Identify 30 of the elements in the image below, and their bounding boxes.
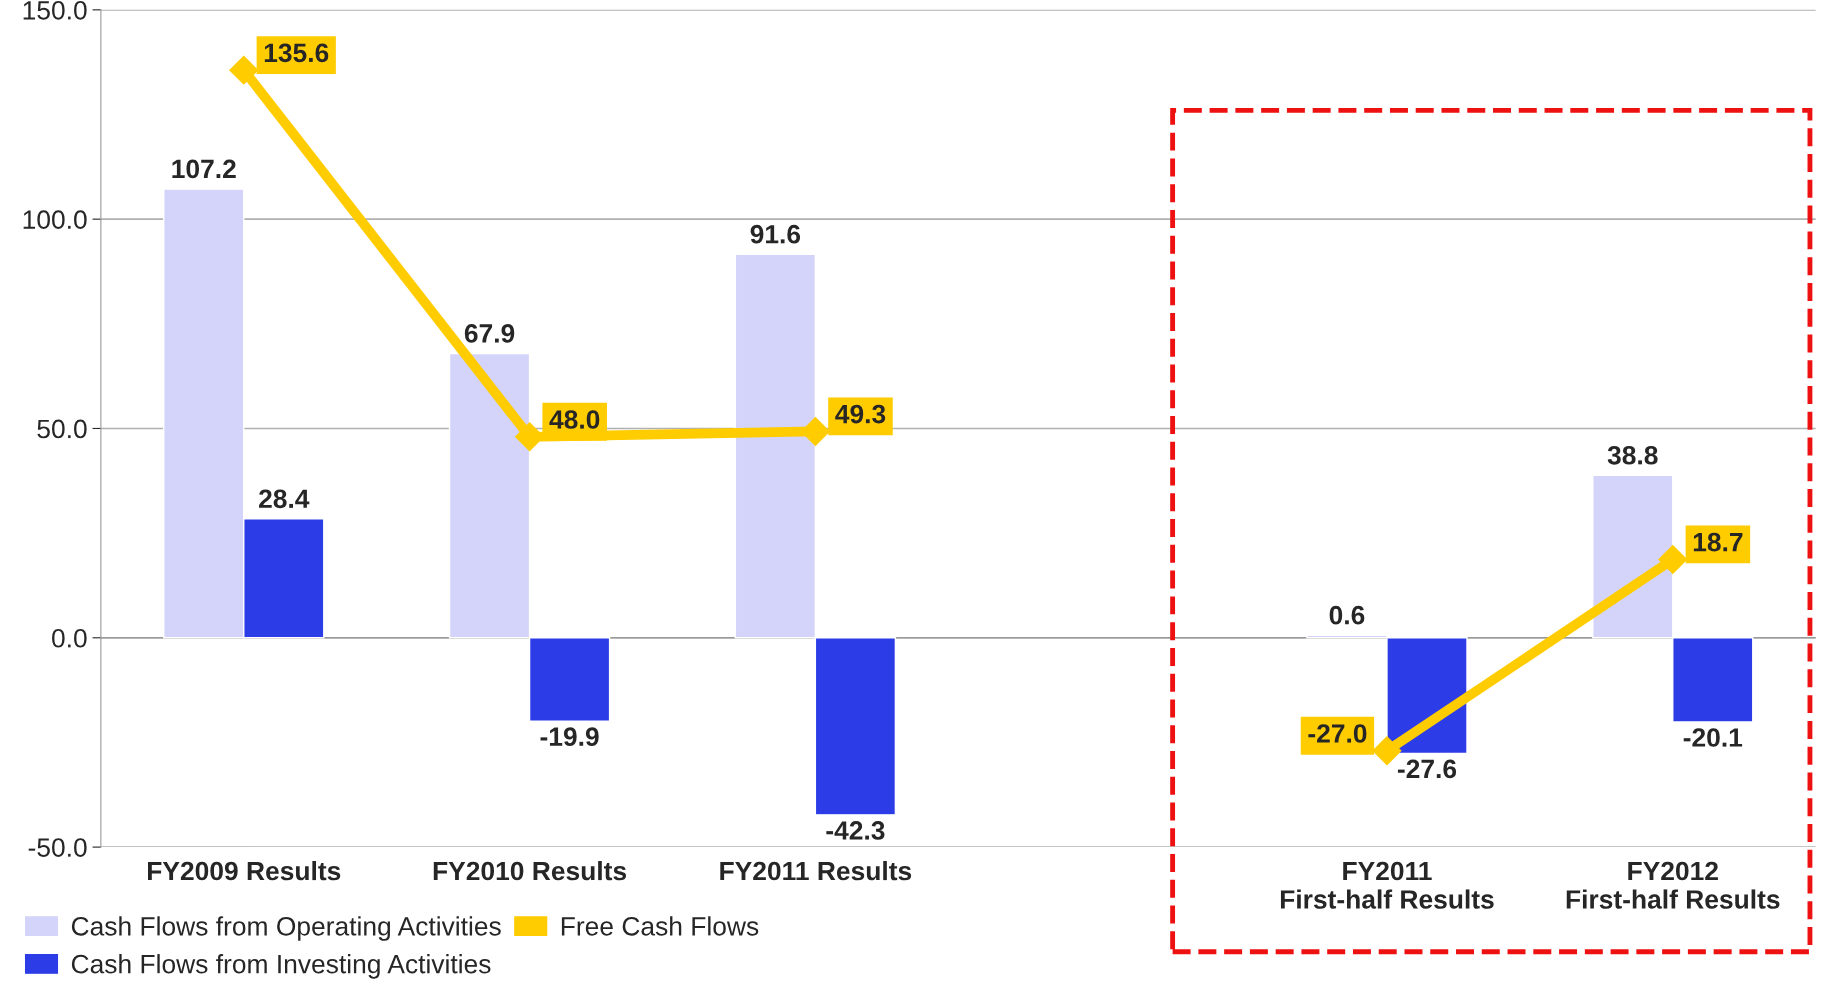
data-label: 49.3 [835, 404, 886, 424]
y-tick-label: 100.0 [23, 210, 87, 229]
y-tick-label: 150.0 [23, 0, 87, 20]
x-tick-label: FY2011 First-half Results [1280, 861, 1494, 909]
legend-label: Cash Flows from Operating Activities [71, 916, 501, 941]
data-label: -27.0 [1308, 724, 1367, 743]
data-label: -42.3 [826, 821, 885, 840]
data-label: -20.1 [1683, 728, 1743, 747]
data-label: 67.9 [464, 324, 515, 343]
data-label: 18.7 [1693, 532, 1743, 552]
legend-label: Cash Flows from Investing Activities [71, 954, 491, 979]
data-label: 91.6 [750, 224, 801, 244]
data-label: 48.0 [549, 410, 600, 429]
x-tick-label: FY2012 First-half Results [1566, 861, 1780, 909]
legend-label: Free Cash Flows [561, 916, 759, 936]
data-label: 28.4 [259, 489, 310, 509]
data-label: 135.6 [264, 43, 329, 63]
y-tick-label: 0.0 [52, 628, 87, 648]
data-label: 38.8 [1607, 445, 1658, 465]
y-tick-label: -50.0 [28, 838, 87, 857]
point [229, 55, 259, 85]
y-tick-label: 50.0 [37, 419, 87, 439]
data-label: -19.9 [540, 727, 599, 747]
data-label: 107.2 [172, 159, 236, 179]
data-label: -27.6 [1397, 759, 1457, 779]
point [1658, 545, 1688, 574]
x-tick-label: FY2009 Results [148, 860, 341, 881]
x-tick-label: FY2011 Results [720, 860, 912, 881]
x-tick-label: FY2010 Results [433, 860, 627, 881]
data-label: 0.6 [1329, 605, 1365, 625]
